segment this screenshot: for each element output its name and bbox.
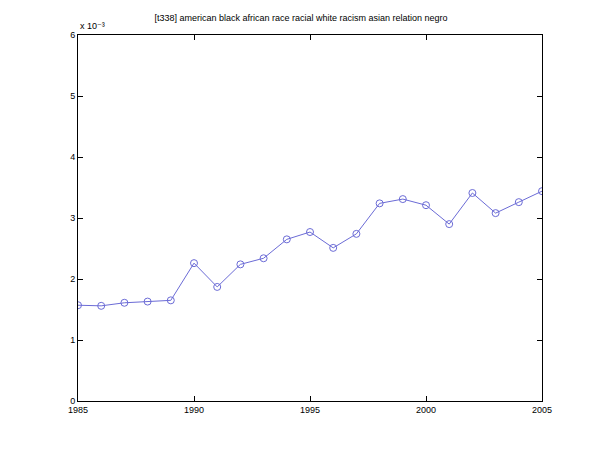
svg-text:1: 1 [70,335,75,345]
svg-text:4: 4 [70,152,75,162]
svg-text:5: 5 [70,91,75,101]
svg-text:x 10⁻³: x 10⁻³ [80,21,105,31]
svg-text:1995: 1995 [300,405,320,415]
svg-text:[t338] american black african: [t338] american black african race racia… [154,13,447,23]
svg-text:6: 6 [70,30,75,40]
svg-text:2: 2 [70,274,75,284]
svg-text:0: 0 [70,396,75,406]
svg-text:1985: 1985 [68,405,88,415]
svg-text:1990: 1990 [184,405,204,415]
svg-text:2000: 2000 [416,405,436,415]
svg-text:3: 3 [70,213,75,223]
svg-text:2005: 2005 [532,405,552,415]
